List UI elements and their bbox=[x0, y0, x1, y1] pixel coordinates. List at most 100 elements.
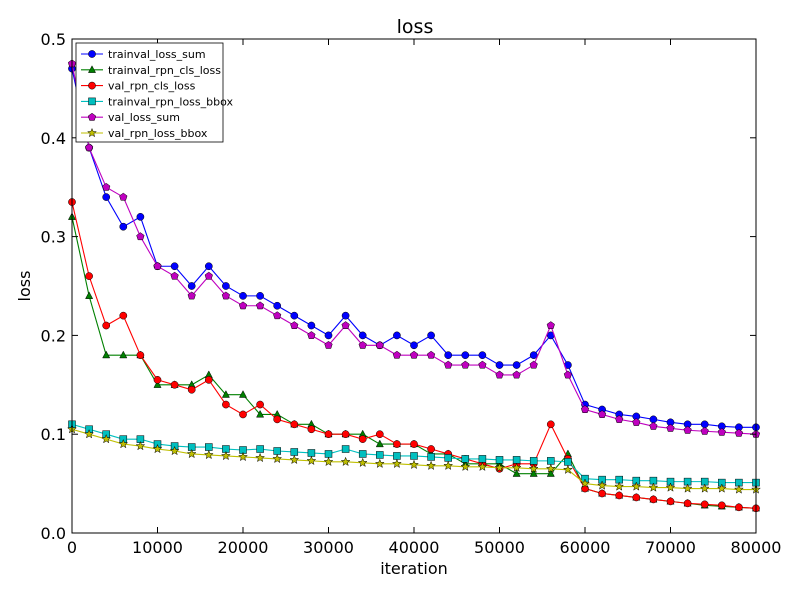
data-point-trainval_loss_sum bbox=[222, 282, 230, 290]
data-point-val_rpn_cls_loss bbox=[683, 499, 692, 508]
data-point-val_rpn_loss_bbox bbox=[545, 463, 556, 473]
data-point-val_rpn_loss_bbox bbox=[443, 460, 454, 471]
data-point-val_rpn_cls_loss bbox=[204, 376, 213, 384]
data-point-val_loss_sum bbox=[136, 232, 145, 241]
data-point-val_rpn_cls_loss bbox=[735, 503, 743, 512]
data-point-val_rpn_loss_bbox bbox=[238, 451, 248, 462]
data-point-val_loss_sum bbox=[102, 182, 111, 191]
data-point-val_rpn_loss_bbox bbox=[562, 464, 573, 474]
y-tick-label: 0.4 bbox=[41, 129, 66, 148]
data-point-val_rpn_loss_bbox bbox=[340, 456, 351, 467]
legend-label: trainval_loss_sum bbox=[108, 48, 206, 61]
data-point-val_loss_sum bbox=[598, 410, 607, 418]
data-point-val_rpn_cls_loss bbox=[649, 495, 658, 504]
data-point-val_rpn_loss_bbox bbox=[169, 445, 180, 456]
data-point-val_rpn_loss_bbox bbox=[460, 461, 471, 472]
data-point-val_rpn_loss_bbox bbox=[272, 453, 283, 464]
data-point-val_loss_sum bbox=[666, 423, 675, 432]
x-tick-label: 60000 bbox=[560, 538, 611, 557]
y-tick-label: 0.1 bbox=[41, 425, 66, 444]
x-tick-label: 10000 bbox=[132, 538, 183, 557]
data-point-val_loss_sum bbox=[461, 360, 470, 369]
data-point-trainval_loss_sum bbox=[187, 282, 196, 290]
data-point-trainval_loss_sum bbox=[273, 301, 282, 310]
series-val_rpn_loss_bbox bbox=[67, 424, 761, 494]
data-point-val_rpn_cls_loss bbox=[427, 445, 435, 453]
data-point-trainval_rpn_cls_loss bbox=[256, 409, 265, 418]
data-point-val_loss_sum bbox=[153, 261, 162, 270]
data-point-val_loss_sum bbox=[204, 271, 213, 280]
data-point-val_loss_sum bbox=[427, 350, 436, 359]
data-point-trainval_rpn_loss_bbox bbox=[529, 457, 538, 465]
data-point-trainval_rpn_cls_loss bbox=[85, 291, 94, 299]
data-point-val_rpn_cls_loss bbox=[615, 491, 624, 500]
data-point-trainval_loss_sum bbox=[512, 361, 521, 369]
data-point-val_rpn_cls_loss bbox=[324, 430, 333, 439]
y-tick-label: 0.0 bbox=[41, 524, 66, 543]
data-point-trainval_loss_sum bbox=[529, 351, 538, 360]
data-point-val_rpn_cls_loss bbox=[393, 440, 401, 448]
data-point-trainval_loss_sum bbox=[478, 351, 487, 360]
x-tick-label: 40000 bbox=[389, 538, 440, 557]
data-point-val_rpn_loss_bbox bbox=[614, 481, 625, 491]
data-point-val_rpn_cls_loss bbox=[307, 425, 316, 434]
data-point-val_loss_sum bbox=[444, 360, 453, 369]
data-point-trainval_loss_sum bbox=[495, 361, 504, 369]
x-tick-label: 0 bbox=[67, 538, 77, 557]
data-point-trainval_rpn_loss_bbox bbox=[376, 451, 384, 459]
data-point-val_loss_sum bbox=[119, 192, 128, 201]
legend-marker bbox=[87, 127, 97, 138]
data-point-val_rpn_loss_bbox bbox=[323, 456, 334, 467]
data-point-trainval_rpn_loss_bbox bbox=[444, 454, 452, 462]
data-point-trainval_loss_sum bbox=[256, 292, 264, 300]
data-point-val_rpn_loss_bbox bbox=[84, 428, 95, 439]
data-point-val_rpn_loss_bbox bbox=[391, 458, 402, 469]
series-layer bbox=[67, 59, 761, 513]
data-point-val_rpn_loss_bbox bbox=[289, 454, 300, 465]
data-point-val_rpn_loss_bbox bbox=[135, 440, 146, 451]
data-point-val_rpn_cls_loss bbox=[546, 420, 555, 429]
data-point-trainval_rpn_cls_loss bbox=[529, 469, 538, 477]
data-point-trainval_rpn_loss_bbox bbox=[205, 443, 213, 451]
legend-item-val_rpn_cls_loss: val_rpn_cls_loss bbox=[81, 80, 196, 93]
data-point-val_rpn_loss_bbox bbox=[477, 461, 488, 472]
data-point-val_loss_sum bbox=[632, 418, 641, 426]
data-point-trainval_rpn_loss_bbox bbox=[478, 455, 487, 463]
legend-label: trainval_rpn_loss_bbox bbox=[108, 95, 233, 108]
data-point-trainval_rpn_loss_bbox bbox=[564, 458, 572, 466]
data-point-val_rpn_cls_loss bbox=[239, 410, 247, 419]
data-point-trainval_loss_sum bbox=[136, 212, 145, 221]
series-val_loss_sum bbox=[67, 59, 761, 438]
data-point-val_loss_sum bbox=[273, 311, 282, 320]
x-axis-label: iteration bbox=[380, 559, 448, 578]
y-tick-label: 0.2 bbox=[41, 326, 66, 345]
data-point-val_loss_sum bbox=[563, 370, 572, 379]
data-point-trainval_loss_sum bbox=[444, 351, 453, 360]
data-point-trainval_rpn_loss_bbox bbox=[358, 450, 367, 458]
data-point-val_rpn_cls_loss bbox=[153, 376, 162, 384]
data-point-val_loss_sum bbox=[700, 426, 709, 435]
data-point-val_loss_sum bbox=[375, 340, 384, 349]
legend-marker bbox=[88, 50, 96, 58]
data-point-val_loss_sum bbox=[307, 331, 316, 339]
legend-label: val_rpn_cls_loss bbox=[108, 80, 196, 93]
y-tick-label: 0.3 bbox=[41, 228, 66, 247]
legend-marker bbox=[88, 81, 96, 90]
data-point-val_rpn_loss_bbox bbox=[426, 460, 437, 471]
data-point-trainval_loss_sum bbox=[324, 331, 333, 340]
data-point-trainval_loss_sum bbox=[461, 351, 470, 360]
data-point-trainval_loss_sum bbox=[341, 311, 350, 320]
data-point-val_loss_sum bbox=[717, 427, 726, 436]
data-point-val_rpn_loss_bbox bbox=[528, 463, 539, 473]
data-point-val_loss_sum bbox=[649, 421, 658, 430]
data-point-val_rpn_loss_bbox bbox=[494, 462, 505, 473]
data-point-val_rpn_cls_loss bbox=[666, 497, 675, 506]
data-point-val_rpn_cls_loss bbox=[102, 321, 111, 330]
data-point-trainval_rpn_loss_bbox bbox=[427, 453, 435, 461]
data-point-val_rpn_loss_bbox bbox=[374, 458, 385, 469]
data-point-val_rpn_loss_bbox bbox=[733, 484, 744, 494]
data-point-trainval_loss_sum bbox=[393, 331, 401, 340]
data-point-trainval_rpn_cls_loss bbox=[153, 380, 162, 388]
data-point-val_loss_sum bbox=[546, 321, 555, 330]
